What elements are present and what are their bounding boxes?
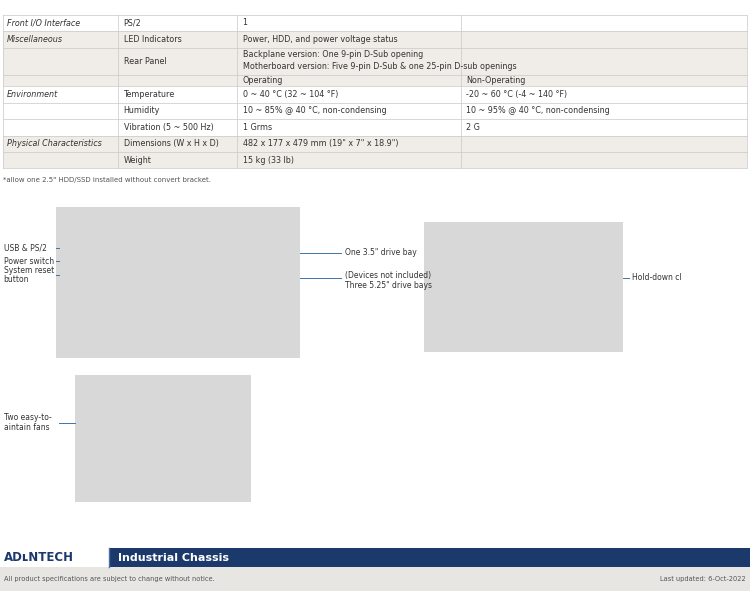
Bar	[75, 375, 251, 502]
Text: Two easy-to-: Two easy-to-	[4, 413, 52, 423]
Text: Power, HDD, and power voltage status: Power, HDD, and power voltage status	[242, 35, 398, 44]
Text: aintain fans: aintain fans	[4, 423, 50, 432]
Text: Hold-down cl: Hold-down cl	[632, 273, 682, 282]
Text: 1: 1	[242, 18, 248, 28]
Text: button: button	[4, 275, 29, 284]
Text: PS/2: PS/2	[124, 18, 141, 28]
Text: Backplane version: One 9-pin D-Sub opening: Backplane version: One 9-pin D-Sub openi…	[242, 50, 423, 60]
Bar	[3, 152, 747, 168]
Text: USB & PS/2: USB & PS/2	[4, 243, 46, 253]
Text: (Devices not included): (Devices not included)	[345, 271, 431, 281]
Bar	[0, 548, 750, 591]
Text: All product specifications are subject to change without notice.: All product specifications are subject t…	[4, 576, 215, 582]
Text: Humidity: Humidity	[124, 106, 160, 115]
Text: Miscellaneous: Miscellaneous	[7, 35, 63, 44]
Text: *allow one 2.5" HDD/SSD installed without convert bracket.: *allow one 2.5" HDD/SSD installed withou…	[3, 177, 211, 183]
Text: ADʟNTECH: ADʟNTECH	[4, 551, 74, 564]
Text: Operating: Operating	[242, 76, 283, 85]
Text: 10 ~ 85% @ 40 °C, non-condensing: 10 ~ 85% @ 40 °C, non-condensing	[242, 106, 386, 115]
Bar	[56, 207, 300, 358]
Bar	[424, 222, 622, 352]
Text: Dimensions (W x H x D): Dimensions (W x H x D)	[124, 139, 218, 148]
Bar	[0, 548, 109, 567]
Text: 482 x 177 x 479 mm (19" x 7" x 18.9"): 482 x 177 x 479 mm (19" x 7" x 18.9")	[242, 139, 398, 148]
Bar	[3, 119, 747, 135]
Bar	[3, 74, 747, 86]
Text: Last updated: 6-Oct-2022: Last updated: 6-Oct-2022	[660, 576, 746, 582]
Text: Industrial Chassis: Industrial Chassis	[118, 553, 229, 563]
Bar	[3, 86, 747, 103]
Bar	[3, 103, 747, 119]
Text: 1 Grms: 1 Grms	[242, 123, 272, 132]
Bar	[3, 31, 747, 48]
Text: 0 ~ 40 °C (32 ~ 104 °F): 0 ~ 40 °C (32 ~ 104 °F)	[242, 90, 338, 99]
Bar	[0, 567, 750, 591]
Text: Motherboard version: Five 9-pin D-Sub & one 25-pin D-sub openings: Motherboard version: Five 9-pin D-Sub & …	[242, 62, 516, 71]
Text: Temperature: Temperature	[124, 90, 175, 99]
Text: Vibration (5 ~ 500 Hz): Vibration (5 ~ 500 Hz)	[124, 123, 213, 132]
Text: Non-Operating: Non-Operating	[466, 76, 525, 85]
Text: LED Indicators: LED Indicators	[124, 35, 182, 44]
Text: Power switch: Power switch	[4, 256, 54, 266]
Bar	[3, 48, 747, 74]
Text: System reset: System reset	[4, 265, 54, 275]
Text: 15 kg (33 lb): 15 kg (33 lb)	[242, 155, 293, 165]
Text: Front I/O Interface: Front I/O Interface	[7, 18, 80, 28]
Text: Three 5.25" drive bays: Three 5.25" drive bays	[345, 281, 432, 290]
Text: 2 G: 2 G	[466, 123, 480, 132]
Text: One 3.5" drive bay: One 3.5" drive bay	[345, 248, 417, 258]
Bar	[3, 135, 747, 152]
Text: Physical Characteristics: Physical Characteristics	[7, 139, 101, 148]
Bar	[3, 15, 747, 31]
Text: Environment: Environment	[7, 90, 58, 99]
Text: 10 ~ 95% @ 40 °C, non-condensing: 10 ~ 95% @ 40 °C, non-condensing	[466, 106, 610, 115]
Text: Weight: Weight	[124, 155, 152, 165]
Text: Rear Panel: Rear Panel	[124, 57, 166, 66]
Text: -20 ~ 60 °C (-4 ~ 140 °F): -20 ~ 60 °C (-4 ~ 140 °F)	[466, 90, 567, 99]
